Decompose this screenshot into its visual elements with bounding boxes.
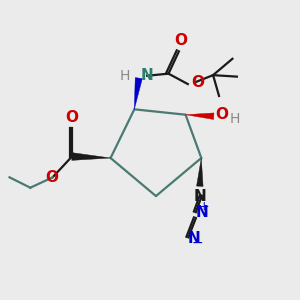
Text: N: N xyxy=(188,231,201,246)
Text: N: N xyxy=(140,68,153,83)
Text: −: − xyxy=(192,236,203,250)
Text: O: O xyxy=(215,107,228,122)
Polygon shape xyxy=(196,158,203,186)
Text: O: O xyxy=(65,110,78,125)
Text: N: N xyxy=(195,205,208,220)
Text: H: H xyxy=(119,69,130,83)
Polygon shape xyxy=(72,153,111,160)
Polygon shape xyxy=(186,113,214,119)
Text: O: O xyxy=(45,170,58,185)
Text: O: O xyxy=(191,75,204,90)
Polygon shape xyxy=(134,78,142,109)
Text: N: N xyxy=(194,189,206,204)
Text: H: H xyxy=(229,112,240,126)
Text: +: + xyxy=(199,200,210,213)
Text: O: O xyxy=(174,33,187,48)
